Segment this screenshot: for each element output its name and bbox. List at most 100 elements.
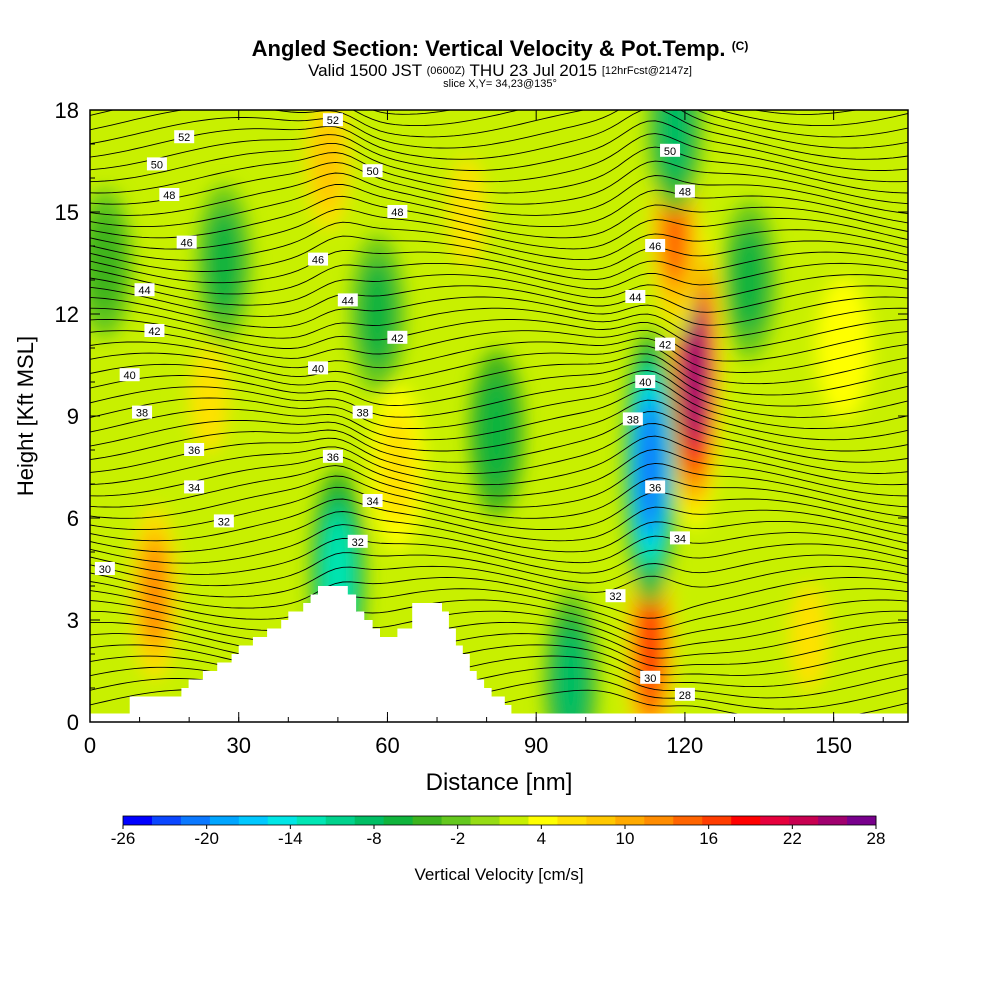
contour-label-box: [640, 670, 661, 684]
contour-label: 52: [174, 130, 195, 144]
colorbar-swatch: [615, 816, 645, 825]
y-tick-label: 18: [55, 98, 79, 123]
contour-label-text: 34: [674, 533, 686, 545]
x-tick-label: 150: [815, 733, 852, 758]
isentrope-line: [90, 411, 908, 463]
isentrope-line: [90, 120, 908, 171]
contour-label-text: 36: [188, 445, 200, 457]
contour-label-text: 46: [649, 241, 661, 253]
colorbar-swatch: [644, 816, 674, 825]
isentrope-line: [90, 498, 908, 542]
contour-label-box: [347, 534, 368, 548]
chart-title: Angled Section: Vertical Velocity & Pot.…: [0, 36, 1000, 62]
contour-label: 46: [645, 239, 666, 253]
velocity-cell: [312, 111, 344, 211]
colorbar-swatch: [209, 816, 240, 825]
contour-label-text: 38: [136, 408, 148, 420]
contour-label-box: [674, 687, 695, 701]
colorbar-tick-label: -8: [366, 829, 381, 848]
terrain-mask: [90, 586, 908, 722]
contour-label-text: 32: [218, 516, 230, 528]
chart-title-mark: (C): [731, 39, 749, 53]
isentrope-line: [90, 58, 908, 103]
contour-label-text: 50: [664, 146, 676, 158]
contour-label: 30: [640, 670, 661, 685]
isentrope-line: [90, 329, 908, 362]
colorbar: -26 -20 -14 -8 -2 4 10 16 22 28: [111, 815, 886, 848]
isentrope-line: [90, 274, 908, 306]
contour-label-text: 32: [609, 591, 621, 603]
contour-label: 34: [669, 531, 690, 545]
isentrope-line: [90, 435, 908, 486]
contour-label: 38: [352, 405, 373, 420]
y-tick-label: 3: [67, 608, 79, 633]
velocity-cell: [555, 629, 587, 722]
contour-label-text: 40: [639, 377, 651, 389]
isentrope-line: [90, 296, 908, 328]
isentrope-line: [90, 172, 908, 216]
colorbar-swatch: [151, 816, 182, 825]
colorbar-swatch: [586, 816, 616, 825]
contour-label-text: 48: [391, 207, 403, 219]
isentrope-line: [90, 353, 908, 396]
isentrope-line: [90, 262, 908, 295]
velocity-cell: [637, 590, 663, 704]
velocity-cell: [190, 345, 228, 453]
subtitle-valid: Valid 1500 JST: [308, 61, 422, 80]
contour-label-text: 36: [649, 482, 661, 494]
colorbar-tick-label: 28: [867, 829, 886, 848]
isentrope-line: [90, 588, 908, 630]
contour-label: 36: [645, 480, 666, 494]
isentrope-line: [90, 160, 908, 205]
contour-label-box: [322, 113, 343, 127]
pot-temp-labels: 52 52 50 50 50 48 48 48 46 46 46 44 44 44 42 42 42 40 40 40…: [94, 113, 695, 702]
colorbar-swatch: [412, 816, 443, 825]
isentrope-line: [90, 389, 908, 441]
contour-label-box: [308, 361, 329, 375]
contour-label-text: 34: [188, 482, 200, 494]
contour-label: 32: [213, 514, 234, 528]
isentrope-line: [90, 448, 908, 497]
isentrope-line: [90, 110, 908, 160]
colorbar-tick-label: -20: [194, 829, 219, 848]
x-tick-label: 0: [84, 733, 96, 758]
contour-label-box: [184, 480, 205, 494]
x-axis-label: Distance [nm]: [426, 769, 573, 796]
contour-label: 40: [308, 361, 329, 375]
isentrope-line: [90, 621, 908, 659]
y-tick-label: 15: [55, 200, 79, 225]
isentrope-line: [90, 42, 908, 81]
contour-label: 44: [625, 290, 646, 304]
velocity-cell: [659, 110, 691, 177]
colorbar-tick-label: -14: [278, 829, 303, 848]
x-tick-label: 60: [375, 733, 399, 758]
contour-label-text: 34: [366, 496, 378, 508]
isentrope-line: [90, 524, 908, 564]
isentrope-line: [90, 285, 908, 317]
contour-label: 38: [132, 405, 153, 420]
contour-label: 44: [337, 293, 358, 307]
x-tick-label: 120: [667, 733, 704, 758]
isentrope-line: [90, 552, 908, 587]
contour-label: 34: [362, 494, 383, 508]
contour-label: 32: [605, 589, 626, 603]
contour-label-box: [94, 562, 115, 575]
contour-label: 36: [184, 443, 205, 457]
slice-label: slice X,Y= 34,23@135°: [443, 78, 557, 90]
colorbar-frame: [122, 815, 877, 826]
isentrope-line: [90, 250, 908, 284]
velocity-cell: [790, 583, 828, 691]
colorbar-swatch: [441, 816, 472, 825]
isentrope-line: [90, 195, 908, 239]
y-tick-label: 0: [67, 710, 79, 735]
x-tick-label: 30: [226, 733, 250, 758]
contour-label-text: 46: [312, 255, 324, 267]
subtitle-forecast: [12hrFcst@2147z]: [601, 65, 692, 77]
colorbar-swatch: [499, 816, 529, 825]
contour-label-box: [625, 290, 646, 303]
isentrope-line: [90, 337, 908, 373]
isentrope-line: [90, 399, 908, 452]
contour-label: 48: [387, 205, 408, 219]
contour-label-box: [176, 235, 197, 249]
